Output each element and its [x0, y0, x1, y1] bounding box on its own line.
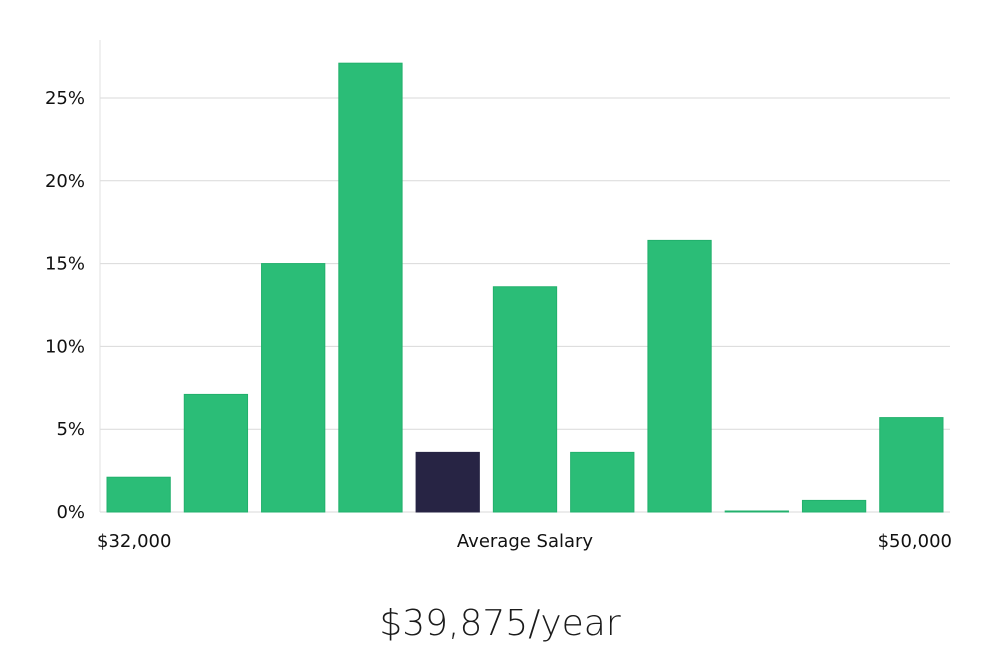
bar-highlight-average: [415, 451, 480, 513]
bar: [338, 62, 403, 513]
bars: [106, 62, 944, 513]
x-axis-title: Average Salary: [457, 531, 594, 552]
bar: [492, 286, 558, 513]
y-tick-label: 25%: [45, 88, 85, 109]
bar: [879, 417, 944, 513]
bar: [724, 510, 789, 513]
bar: [570, 451, 635, 513]
x-axis-min-label: $32,000: [97, 531, 171, 552]
y-axis-ticks: 0% 5% 10% 15% 20% 25%: [45, 88, 85, 523]
bar: [647, 239, 712, 513]
y-tick-label: 5%: [56, 419, 85, 440]
y-tick-label: 20%: [45, 171, 85, 192]
salary-histogram: 0%5%10%15%20%25% $32,000 Average Salary …: [45, 40, 952, 552]
average-salary-headline: $39,875/year: [379, 603, 621, 644]
x-axis-max-label: $50,000: [878, 531, 952, 552]
bar: [801, 499, 867, 513]
y-tick-label: 10%: [45, 336, 85, 357]
bar: [261, 263, 326, 513]
bar: [183, 393, 249, 513]
bar: [106, 476, 171, 513]
y-tick-label: 15%: [45, 254, 85, 275]
y-tick-label: 0%: [56, 502, 85, 523]
